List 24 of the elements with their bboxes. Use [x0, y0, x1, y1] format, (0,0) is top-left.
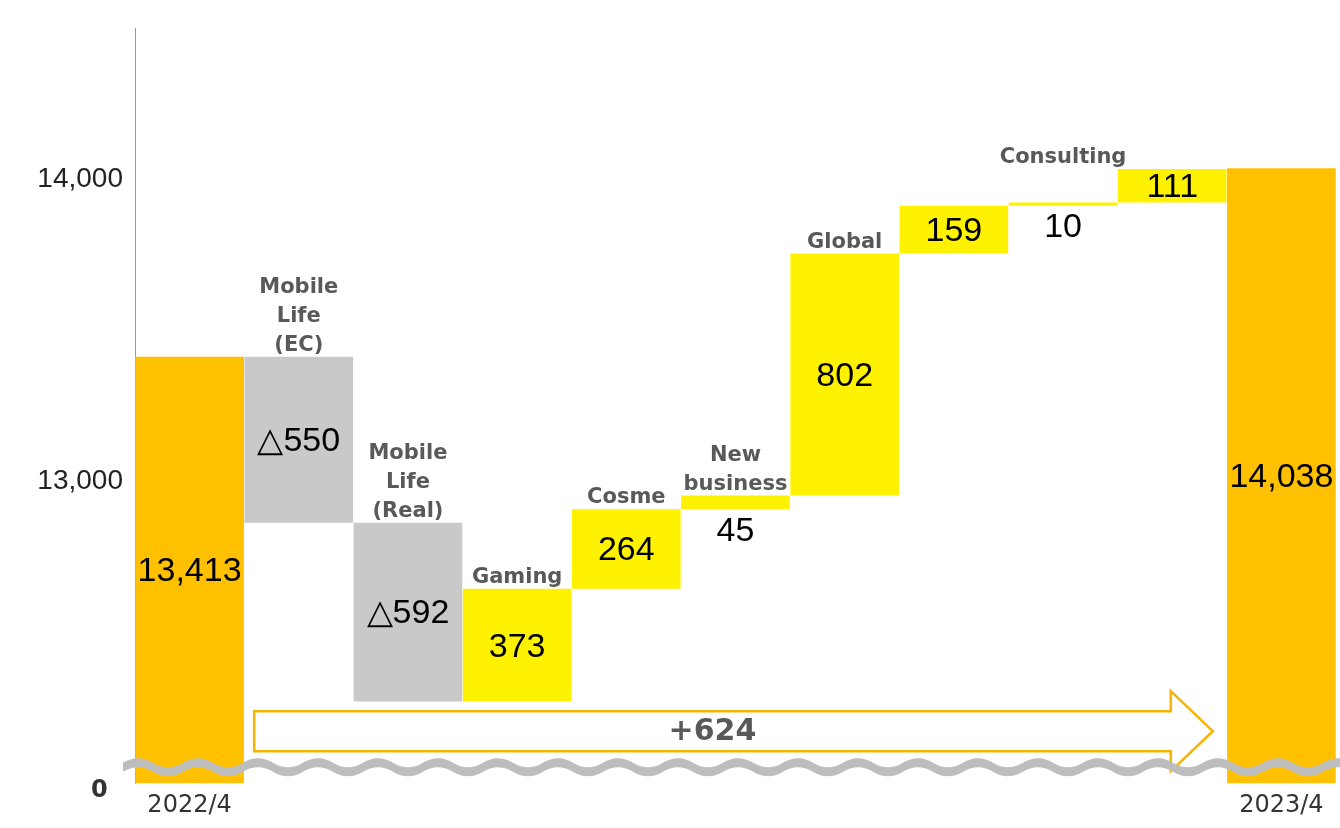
data-label: 802: [816, 354, 874, 393]
data-label: 111: [1146, 166, 1199, 205]
data-label: 159: [925, 210, 983, 248]
x-tick-label: Mobile Life (EC): [259, 273, 339, 356]
annotation: +624: [667, 712, 758, 748]
data-label: 13,413: [137, 550, 242, 589]
x-tick-label: Consulting: [999, 144, 1127, 169]
x-tick-label: 2022/4: [147, 789, 232, 818]
x-tick-label: Mobile Life (Real): [368, 439, 448, 522]
data-label: △592: [366, 592, 450, 631]
data-label: 45: [716, 509, 755, 548]
data-label: 264: [597, 529, 655, 568]
x-tick-label: Cosme: [587, 484, 666, 509]
y-tick-label: 13,000: [37, 464, 123, 496]
data-label: 373: [488, 625, 546, 664]
data-label: 10: [1044, 206, 1082, 245]
x-tick-label: 2023/4: [1239, 789, 1324, 818]
x-tick-label: New business: [683, 441, 788, 495]
text: 0: [91, 775, 108, 804]
data-label: 14,038: [1229, 456, 1334, 495]
data-label: △550: [257, 420, 341, 459]
y-tick-label: 14,000: [37, 162, 123, 194]
x-tick-label: Global: [807, 228, 883, 253]
x-tick-label: Gaming: [471, 563, 563, 588]
